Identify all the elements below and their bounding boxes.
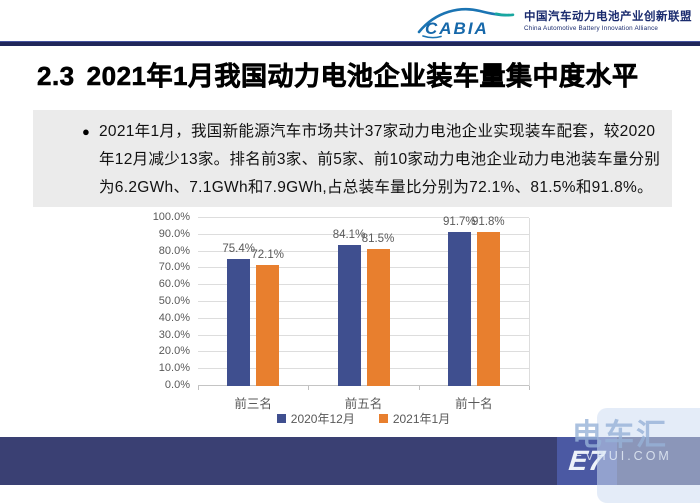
gridline bbox=[198, 284, 529, 286]
y-tick-label: 40.0% bbox=[158, 311, 190, 324]
legend: 2020年12月 2021年1月 bbox=[198, 410, 529, 427]
y-tick-label: 90.0% bbox=[158, 227, 190, 240]
cabia-logo: CABIA 中国汽车动力电池产业创新联盟 China Automotive Ba… bbox=[416, 3, 692, 39]
legend-label: 2021年1月 bbox=[392, 412, 451, 426]
page-title: 2.3 2021年1月我国动力电池企业装车量集中度水平 bbox=[37, 56, 639, 93]
org-names: 中国汽车动力电池产业创新联盟 China Automotive Battery … bbox=[524, 10, 692, 33]
summary-line: 2021年1月，我国新能源汽车市场共计37家动力电池企业实现装车配套，较2020 bbox=[99, 123, 656, 140]
bar-2020年12月-前十名 bbox=[447, 231, 471, 386]
gridline bbox=[198, 301, 529, 302]
gridline bbox=[198, 334, 529, 336]
org-name-en: China Automotive Battery Innovation Alli… bbox=[524, 24, 659, 32]
x-category-label: 前三名 bbox=[234, 397, 272, 411]
y-tick-label: 50.0% bbox=[158, 295, 190, 307]
summary-line: 年12月减少13家。排名前3家、前5家、前10家动力电池企业动力电池装车量分别 bbox=[99, 151, 661, 168]
bar-value-label: 75.4% bbox=[222, 243, 255, 256]
bar-2020年12月-前三名 bbox=[227, 259, 251, 386]
bar-value-label: 81.5% bbox=[361, 233, 395, 246]
plot-right-border bbox=[529, 218, 530, 386]
org-name-cn: 中国汽车动力电池产业创新联盟 bbox=[524, 10, 692, 23]
gridline bbox=[198, 317, 529, 319]
page-title-text: 2021年1月我国动力电池企业装车量集中度水平 bbox=[86, 61, 639, 92]
y-tick-label: 70.0% bbox=[158, 261, 190, 274]
bar-2021年1月-前五名 bbox=[366, 249, 390, 386]
x-tick bbox=[529, 386, 530, 390]
gridline bbox=[198, 250, 529, 252]
legend-item: 2020年12月 bbox=[276, 410, 355, 427]
gridline bbox=[198, 233, 529, 235]
bar-2021年1月-前十名 bbox=[476, 231, 500, 386]
x-tick bbox=[308, 386, 309, 390]
watermark-brand-cn: 电车汇 bbox=[572, 419, 668, 452]
header: CABIA 中国汽车动力电池产业创新联盟 China Automotive Ba… bbox=[0, 0, 700, 41]
y-tick-label: 100.0% bbox=[152, 211, 190, 223]
legend-label: 2020年12月 bbox=[290, 412, 355, 426]
watermark-brand-en: EVHUI.COM bbox=[574, 449, 672, 463]
gridline bbox=[198, 217, 529, 218]
y-tick-label: 60.0% bbox=[158, 278, 190, 291]
bar-value-label: 72.1% bbox=[251, 248, 284, 261]
y-tick-label: 10.0% bbox=[158, 362, 190, 375]
bar-value-label: 91.8% bbox=[472, 215, 505, 228]
gridline bbox=[198, 385, 529, 386]
page-title-number: 2.3 bbox=[37, 61, 75, 92]
gridline bbox=[198, 368, 529, 370]
bullet-icon: ● bbox=[82, 124, 90, 139]
summary-line: 为6.2GWh、7.1GWh和7.9GWh,占总装车量比分别为72.1%、81.… bbox=[99, 179, 653, 196]
y-tick-label: 0.0% bbox=[164, 379, 190, 391]
x-category-label: 前十名 bbox=[455, 397, 493, 411]
bar-2021年1月-前三名 bbox=[256, 264, 280, 386]
y-tick-label: 30.0% bbox=[158, 328, 190, 341]
y-tick-label: 20.0% bbox=[158, 345, 190, 358]
top-divider-bar bbox=[0, 41, 700, 46]
legend-swatch-icon bbox=[276, 414, 286, 423]
x-tick bbox=[198, 386, 199, 390]
y-axis: 0.0% 10.0% 20.0% 30.0% 40.0% 50.0% 60.0% 70.0% 8… bbox=[150, 207, 190, 392]
legend-item: 2021年1月 bbox=[378, 410, 451, 427]
summary-box: ● 2021年1月，我国新能源汽车市场共计37家动力电池企业实现装车配套，较20… bbox=[33, 110, 672, 207]
cabia-logo-icon: CABIA bbox=[417, 7, 515, 39]
bar-2020年12月-前五名 bbox=[337, 244, 361, 386]
plot-area: 75.4% 72.1% 前三名 84.1% 81.5% 前五名 91.7% 91.8% 前十名 bbox=[198, 207, 530, 411]
y-tick-label: 80.0% bbox=[158, 244, 190, 257]
x-category-label: 前五名 bbox=[344, 397, 383, 411]
x-tick bbox=[419, 386, 420, 390]
gridline bbox=[198, 351, 529, 353]
bar-value-label: 84.1% bbox=[332, 228, 366, 241]
legend-swatch-icon bbox=[378, 414, 388, 423]
chart: 0.0% 10.0% 20.0% 30.0% 40.0% 50.0% 60.0% 70.0% 8… bbox=[150, 207, 690, 442]
gridline bbox=[198, 267, 529, 269]
cabia-logo-text: CABIA bbox=[425, 19, 489, 38]
bar-value-label: 91.7% bbox=[443, 215, 476, 228]
summary-text: ● 2021年1月，我国新能源汽车市场共计37家动力电池企业实现装车配套，较20… bbox=[82, 118, 661, 202]
